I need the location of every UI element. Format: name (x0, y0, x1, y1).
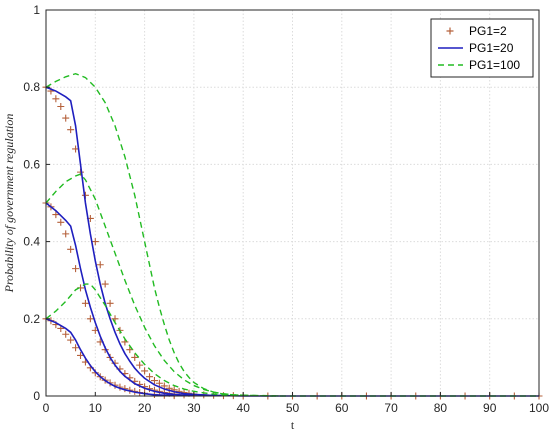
legend-item: PG1=2 (446, 24, 507, 38)
y-tick-label: 0.2 (23, 312, 40, 326)
data-point (155, 379, 163, 387)
x-tick-label: 30 (187, 401, 201, 415)
x-tick-label: 10 (89, 401, 103, 415)
legend-item: PG1=100 (438, 58, 520, 72)
series-line (45, 173, 283, 397)
data-point (52, 95, 60, 103)
y-axis-label: Probability of government regulation (2, 114, 16, 294)
data-point (62, 330, 70, 338)
x-tick-label: 70 (384, 401, 398, 415)
y-tick-label: 0.6 (23, 157, 40, 171)
data-point (81, 299, 89, 307)
data-point (136, 361, 144, 369)
data-point (175, 387, 183, 395)
data-point (57, 218, 65, 226)
legend-label: PG1=100 (469, 58, 520, 72)
data-point (72, 344, 80, 352)
data-point (91, 238, 99, 246)
data-point (146, 373, 154, 381)
legend-item: PG1=20 (438, 41, 514, 55)
data-point (150, 377, 158, 385)
ticks: 0 10 20 30 40 50 60 70 80 90 100 0 0.2 0.4 0.6 0.8 1 (23, 3, 549, 415)
x-tick-label: 0 (43, 401, 50, 415)
legend: PG1=2 PG1=20 PG1=100 (430, 18, 534, 78)
series-solid (45, 86, 539, 397)
data-point (72, 265, 80, 273)
series-line (45, 283, 273, 397)
x-axis-label: t (291, 418, 295, 432)
x-tick-label: 80 (434, 401, 448, 415)
legend-label: PG1=20 (469, 41, 514, 55)
series-line (45, 86, 539, 397)
series-line (45, 318, 175, 397)
legend-marker (446, 27, 454, 35)
y-tick-label: 1 (33, 3, 40, 17)
legend-label: PG1=2 (469, 24, 507, 38)
x-tick-label: 20 (138, 401, 152, 415)
data-point (52, 211, 60, 219)
x-tick-label: 60 (335, 401, 349, 415)
data-point (106, 299, 114, 307)
data-point (86, 315, 94, 323)
data-point (141, 367, 149, 375)
data-point (67, 126, 75, 134)
data-point (62, 230, 70, 238)
data-point (67, 336, 75, 344)
data-point (111, 315, 119, 323)
x-tick-label: 50 (286, 401, 300, 415)
data-point (57, 103, 65, 110)
data-point (96, 261, 104, 269)
data-point (101, 280, 109, 288)
plot-series (42, 72, 543, 400)
y-tick-label: 0.4 (23, 235, 40, 249)
data-point (77, 351, 85, 359)
series-line (45, 202, 194, 397)
x-tick-label: 100 (529, 401, 549, 415)
y-tick-label: 0.8 (23, 80, 40, 94)
data-point (67, 245, 75, 253)
x-tick-label: 90 (483, 401, 497, 415)
y-tick-label: 0 (33, 389, 40, 403)
data-point (131, 353, 139, 361)
data-point (62, 114, 70, 122)
x-tick-label: 40 (237, 401, 251, 415)
series-dashed (45, 72, 539, 397)
